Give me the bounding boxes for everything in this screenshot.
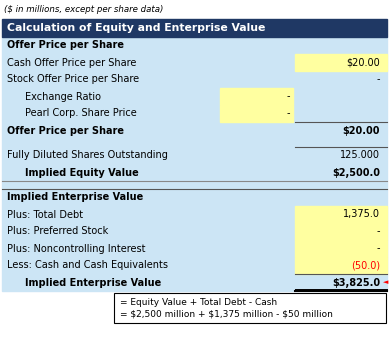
Text: Offer Price per Share: Offer Price per Share <box>7 40 124 51</box>
Text: -: - <box>377 227 380 237</box>
Bar <box>295 240 387 257</box>
Bar <box>2 19 387 37</box>
Bar <box>295 257 387 274</box>
Text: Offer Price per Share: Offer Price per Share <box>7 126 124 135</box>
Text: Cash Offer Price per Share: Cash Offer Price per Share <box>7 58 137 67</box>
Bar <box>295 223 387 240</box>
Text: -: - <box>377 244 380 253</box>
FancyBboxPatch shape <box>114 293 386 323</box>
Text: Less: Cash and Cash Equivalents: Less: Cash and Cash Equivalents <box>7 260 168 270</box>
Text: $3,825.0: $3,825.0 <box>332 277 380 288</box>
Text: $2,500.0: $2,500.0 <box>332 168 380 178</box>
Bar <box>295 54 387 71</box>
Text: -: - <box>377 74 380 84</box>
Text: Exchange Ratio: Exchange Ratio <box>25 91 101 102</box>
Text: 125.000: 125.000 <box>340 150 380 161</box>
Text: Implied Enterprise Value: Implied Enterprise Value <box>7 193 143 202</box>
Text: = Equity Value + Total Debt - Cash: = Equity Value + Total Debt - Cash <box>120 298 277 307</box>
Text: 1,375.0: 1,375.0 <box>343 209 380 220</box>
Text: Implied Enterprise Value: Implied Enterprise Value <box>25 277 161 288</box>
Text: Implied Equity Value: Implied Equity Value <box>25 168 139 178</box>
Text: -: - <box>287 109 290 119</box>
Bar <box>295 206 387 223</box>
Text: -: - <box>287 91 290 102</box>
Text: Calculation of Equity and Enterprise Value: Calculation of Equity and Enterprise Val… <box>7 23 265 33</box>
Text: Plus: Noncontrolling Interest: Plus: Noncontrolling Interest <box>7 244 145 253</box>
Bar <box>2 37 387 291</box>
Text: $20.00: $20.00 <box>346 58 380 67</box>
Text: Plus: Preferred Stock: Plus: Preferred Stock <box>7 227 108 237</box>
Text: Pearl Corp. Share Price: Pearl Corp. Share Price <box>25 109 137 119</box>
Text: $20.00: $20.00 <box>342 126 380 135</box>
Text: Fully Diluted Shares Outstanding: Fully Diluted Shares Outstanding <box>7 150 168 161</box>
Text: = $2,500 million + $1,375 million - $50 million: = $2,500 million + $1,375 million - $50 … <box>120 310 333 319</box>
Text: Stock Offer Price per Share: Stock Offer Price per Share <box>7 74 139 84</box>
Text: (50.0): (50.0) <box>351 260 380 270</box>
Bar <box>220 105 293 122</box>
Bar <box>220 88 293 105</box>
Text: ($ in millions, except per share data): ($ in millions, except per share data) <box>4 5 163 14</box>
Text: Plus: Total Debt: Plus: Total Debt <box>7 209 83 220</box>
Text: ◄: ◄ <box>383 280 388 285</box>
